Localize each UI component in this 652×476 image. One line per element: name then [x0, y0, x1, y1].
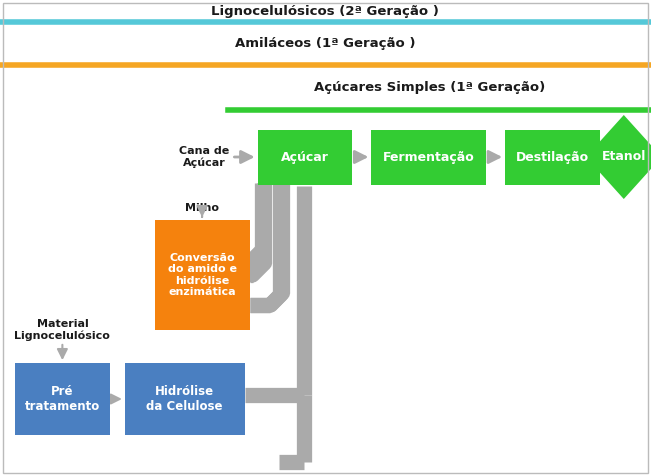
Text: Destilação: Destilação — [516, 151, 589, 164]
FancyBboxPatch shape — [258, 130, 352, 185]
Text: Amiláceos (1ª Geração ): Amiláceos (1ª Geração ) — [235, 38, 415, 50]
FancyBboxPatch shape — [155, 220, 250, 330]
FancyBboxPatch shape — [505, 130, 600, 185]
Text: Açúcares Simples (1ª Geração): Açúcares Simples (1ª Geração) — [314, 81, 545, 95]
FancyBboxPatch shape — [371, 130, 486, 185]
Text: Etanol: Etanol — [602, 150, 646, 163]
Polygon shape — [586, 115, 652, 199]
Text: Lignocelulósicos (2ª Geração ): Lignocelulósicos (2ª Geração ) — [211, 4, 439, 18]
Text: Milho: Milho — [185, 203, 219, 213]
FancyBboxPatch shape — [15, 363, 110, 435]
Text: Fermentação: Fermentação — [383, 151, 475, 164]
Text: Cana de
Açúcar: Cana de Açúcar — [179, 146, 230, 168]
Text: Hidrólise
da Celulose: Hidrólise da Celulose — [147, 385, 223, 413]
Text: Pré
tratamento: Pré tratamento — [25, 385, 100, 413]
Text: Material
Lignocelulósico: Material Lignocelulósico — [14, 319, 110, 341]
Text: Conversão
do amido e
hidrólise
enzimática: Conversão do amido e hidrólise enzimátic… — [168, 253, 237, 298]
Text: Açúcar: Açúcar — [281, 151, 329, 164]
FancyBboxPatch shape — [125, 363, 244, 435]
